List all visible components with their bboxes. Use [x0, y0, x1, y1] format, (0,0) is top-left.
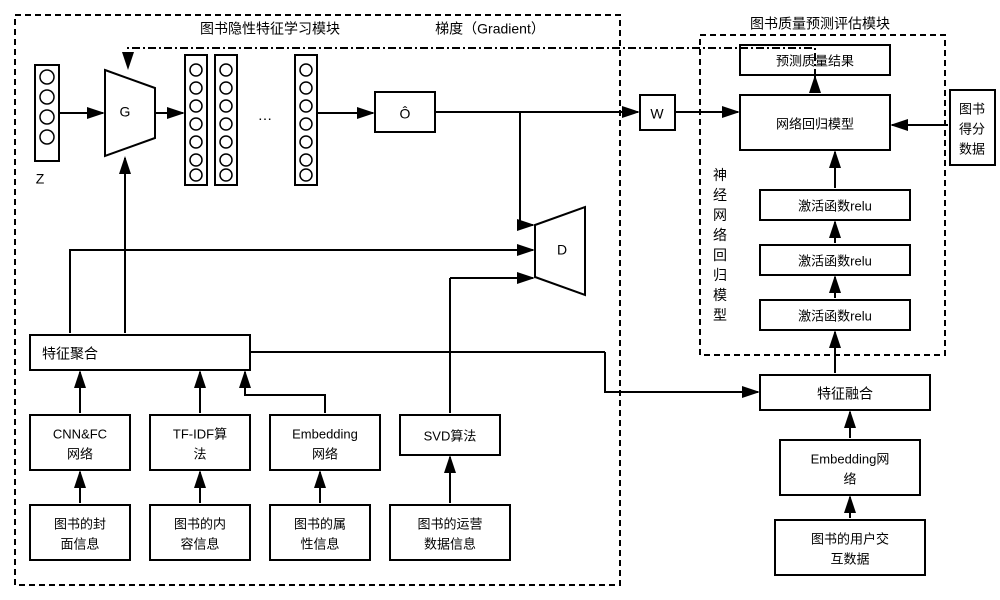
svg-text:激活函数relu: 激活函数relu: [798, 308, 872, 323]
attr-box: [270, 505, 370, 560]
w-label: W: [650, 106, 664, 122]
svg-text:G: G: [120, 104, 131, 120]
svg-text:图书的运营: 图书的运营: [417, 516, 482, 531]
svg-text:容信息: 容信息: [180, 536, 219, 551]
svg-text:面信息: 面信息: [60, 536, 99, 551]
ellipsis: ⋯: [258, 111, 272, 127]
arrow-o-d: [520, 112, 533, 225]
svg-text:图书的封: 图书的封: [54, 516, 106, 531]
ohat-label: Ô: [400, 106, 411, 122]
svg-text:神: 神: [713, 167, 727, 183]
grad-title: 梯度（Gradient）: [435, 21, 545, 37]
pred-title: 图书质量预测评估模块: [750, 16, 890, 32]
latent-title: 图书隐性特征学习模块: [200, 21, 340, 37]
arrow-agg-fusion: [605, 352, 758, 392]
content-box: [150, 505, 250, 560]
svg-text:CNN&FC: CNN&FC: [53, 426, 107, 441]
svg-text:网: 网: [713, 207, 727, 223]
ops-box: [390, 505, 510, 560]
svg-text:SVD算法: SVD算法: [424, 428, 477, 443]
user-box: [775, 520, 925, 575]
d-block: D: [535, 207, 585, 295]
svg-text:型: 型: [713, 307, 727, 323]
svg-text:激活函数relu: 激活函数relu: [798, 198, 872, 213]
cnn-box: [30, 415, 130, 470]
svg-text:络: 络: [713, 227, 727, 243]
tfidf-box: [150, 415, 250, 470]
svg-text:Embedding网: Embedding网: [811, 451, 890, 466]
svg-text:回: 回: [713, 247, 727, 263]
svg-text:图书的属: 图书的属: [294, 516, 346, 531]
layer1: [185, 55, 207, 185]
svg-text:图书的内: 图书的内: [174, 516, 226, 531]
svg-text:法: 法: [193, 446, 206, 461]
z-vector: Z: [35, 65, 59, 187]
arrow-agg-d: [70, 250, 533, 333]
reg-label: 网络回归模型: [776, 116, 854, 131]
g-block: G: [105, 70, 155, 156]
nn-vertical: 神 经 网 络 回 归 模 型: [713, 167, 727, 323]
svg-text:数据信息: 数据信息: [424, 536, 476, 551]
svg-text:TF-IDF算: TF-IDF算: [173, 426, 227, 441]
agg-label: 特征聚合: [42, 346, 98, 362]
svg-text:归: 归: [713, 267, 727, 283]
layer2: [215, 55, 237, 185]
svg-text:网络: 网络: [312, 446, 338, 461]
svg-text:互数据: 互数据: [830, 551, 869, 566]
arrow-emb-agg: [245, 372, 325, 413]
svg-text:D: D: [557, 242, 567, 258]
svg-text:络: 络: [843, 471, 856, 486]
layer3: [295, 55, 317, 185]
svg-text:图书的用户交: 图书的用户交: [811, 531, 889, 546]
emb2-box: [780, 440, 920, 495]
svg-text:性信息: 性信息: [300, 536, 339, 551]
svg-text:得分: 得分: [959, 121, 985, 136]
svg-text:数据: 数据: [959, 141, 985, 156]
svg-text:模: 模: [713, 287, 727, 303]
svg-text:图书: 图书: [959, 101, 985, 116]
svg-text:激活函数relu: 激活函数relu: [798, 253, 872, 268]
svg-text:经: 经: [713, 187, 727, 203]
cover-box: [30, 505, 130, 560]
z-label: Z: [36, 171, 45, 187]
emb-box: [270, 415, 380, 470]
svg-text:网络: 网络: [67, 446, 93, 461]
fusion-label: 特征融合: [817, 386, 873, 402]
svg-text:Embedding: Embedding: [292, 426, 358, 441]
